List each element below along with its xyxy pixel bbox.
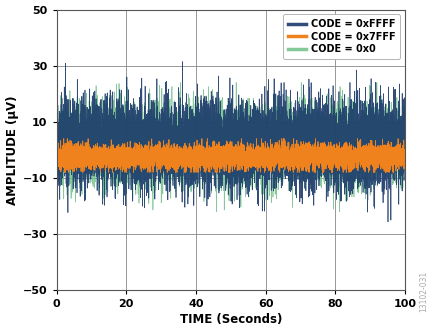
- CODE = 0x0: [401, 132, 407, 136]
- CODE = 0x0: [214, 210, 219, 214]
- X-axis label: TIME (Seconds): TIME (Seconds): [179, 313, 281, 326]
- Line: CODE = 0xFFFF: CODE = 0xFFFF: [56, 62, 404, 222]
- CODE = 0x0: [54, 125, 59, 129]
- CODE = 0x0: [178, 81, 183, 85]
- CODE = 0xFFFF: [180, 60, 185, 64]
- CODE = 0xFFFF: [54, 132, 59, 136]
- Line: CODE = 0x7FFF: CODE = 0x7FFF: [56, 139, 404, 172]
- CODE = 0xFFFF: [260, 136, 265, 140]
- CODE = 0x7FFF: [61, 137, 66, 141]
- CODE = 0x0: [275, 136, 280, 140]
- CODE = 0x7FFF: [401, 151, 407, 155]
- CODE = 0x7FFF: [330, 161, 335, 165]
- CODE = 0xFFFF: [385, 220, 390, 224]
- Line: CODE = 0x0: CODE = 0x0: [56, 83, 404, 212]
- CODE = 0xFFFF: [401, 99, 407, 103]
- CODE = 0xFFFF: [275, 165, 280, 169]
- CODE = 0xFFFF: [180, 106, 185, 110]
- CODE = 0xFFFF: [312, 159, 317, 163]
- CODE = 0x7FFF: [54, 155, 59, 159]
- Y-axis label: AMPLITUDE (μV): AMPLITUDE (μV): [6, 95, 19, 205]
- CODE = 0xFFFF: [330, 184, 335, 188]
- CODE = 0x7FFF: [275, 156, 280, 160]
- CODE = 0x0: [312, 121, 317, 124]
- CODE = 0xFFFF: [71, 142, 76, 146]
- CODE = 0x7FFF: [312, 160, 317, 164]
- CODE = 0x0: [180, 146, 185, 150]
- Text: 13102-031: 13102-031: [418, 271, 427, 312]
- CODE = 0x7FFF: [260, 156, 265, 160]
- Legend: CODE = 0xFFFF, CODE = 0x7FFF, CODE = 0x0: CODE = 0xFFFF, CODE = 0x7FFF, CODE = 0x0: [283, 14, 399, 59]
- CODE = 0x0: [71, 125, 76, 129]
- CODE = 0x0: [330, 120, 335, 124]
- CODE = 0x7FFF: [71, 146, 76, 150]
- CODE = 0x7FFF: [180, 159, 185, 163]
- CODE = 0x7FFF: [55, 170, 60, 174]
- CODE = 0x0: [260, 146, 265, 150]
